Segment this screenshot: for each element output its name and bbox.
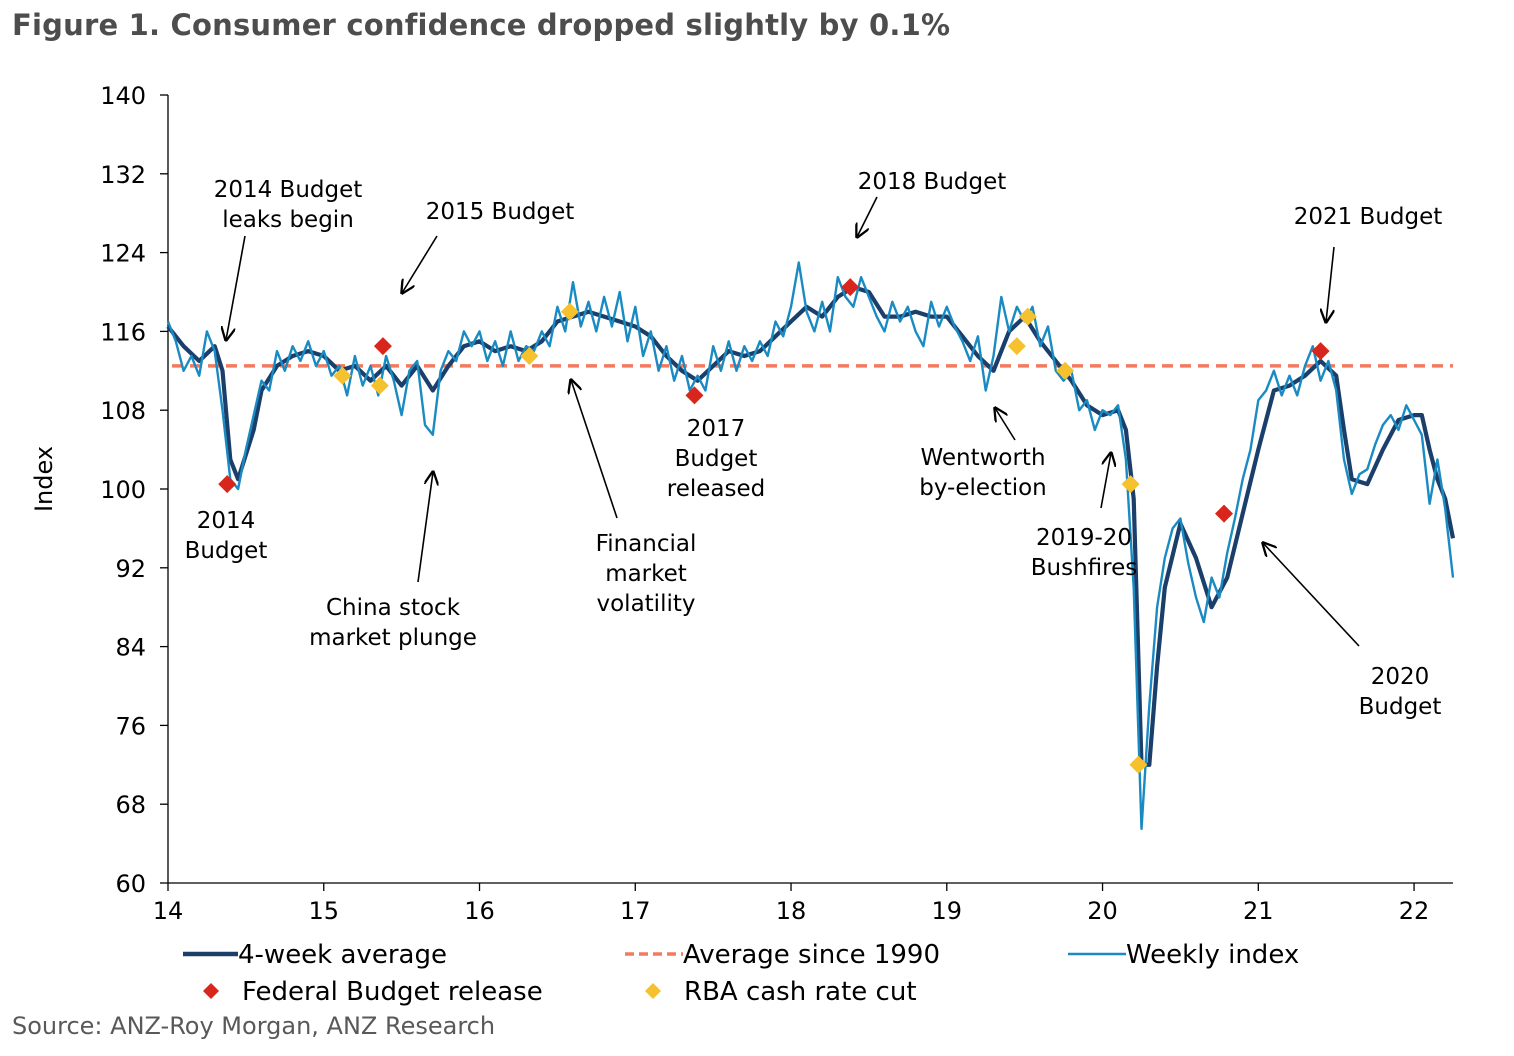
x-tick-label: 16 <box>464 897 495 925</box>
legend-label-budget: Federal Budget release <box>242 977 543 1007</box>
annotation-line: Budget <box>675 446 758 472</box>
budget-release-marker <box>841 278 860 297</box>
x-tick-label: 17 <box>620 897 651 925</box>
four-week-average-line <box>166 285 1456 767</box>
annotation-label: 2017 Budget released <box>667 416 765 502</box>
annotation-line: by-election <box>919 475 1047 501</box>
annotation-arrow <box>226 235 246 340</box>
y-tick-label: 92 <box>115 555 146 583</box>
annotation-label: Financial market volatility <box>596 531 697 617</box>
annotation-line: market <box>605 561 687 587</box>
annotation-arrow <box>1100 453 1111 509</box>
annotation-label: 2014 Budget <box>185 508 268 564</box>
rba-cut-marker <box>520 347 539 366</box>
y-tick-label: 116 <box>100 318 146 346</box>
legend-label-four-week: 4-week average <box>238 940 447 970</box>
legend-label-rba: RBA cash rate cut <box>684 977 917 1007</box>
annotation-label: 2018 Budget <box>858 169 1007 195</box>
annotation-arrow <box>857 196 878 237</box>
annotation-line: 2018 Budget <box>858 169 1007 195</box>
budget-release-marker <box>1311 342 1330 361</box>
annotation-label: China stock market plunge <box>309 595 477 651</box>
rba-cut-marker <box>333 366 352 385</box>
annotation-label: 2015 Budget <box>426 199 575 225</box>
annotation-line: 2015 Budget <box>426 199 575 225</box>
annotation-line: Wentworth <box>920 445 1045 471</box>
y-tick-label: 60 <box>115 870 146 898</box>
x-tick-label: 22 <box>1399 897 1430 925</box>
rba-cut-marker <box>1056 361 1075 380</box>
figure-title: Figure 1. Consumer confidence dropped sl… <box>12 8 951 42</box>
budget-release-marker <box>373 337 392 356</box>
x-tick-label: 21 <box>1243 897 1274 925</box>
budget-release-marker <box>685 386 704 405</box>
legend-label-weekly: Weekly index <box>1126 940 1299 970</box>
rba-cut-marker <box>1129 755 1148 774</box>
legend-swatch-budget <box>203 983 219 999</box>
rba-cut-marker <box>1007 337 1026 356</box>
y-tick-label: 124 <box>100 240 146 268</box>
annotation-label: 2020 Budget <box>1359 664 1442 720</box>
marker-layer <box>218 278 1330 774</box>
source-note: Source: ANZ-Roy Morgan, ANZ Research <box>12 1012 496 1040</box>
annotation-label: 2021 Budget <box>1294 204 1443 230</box>
budget-release-marker <box>218 475 237 494</box>
annotation-line: market plunge <box>309 625 477 651</box>
annotation-line: 2014 <box>197 508 256 534</box>
x-tick-label: 19 <box>932 897 963 925</box>
y-axis-title: Index <box>30 446 58 512</box>
axes: 60 68 76 84 92 100 108 116 124 132 140 14 15 16 17 18 19… <box>30 82 1453 925</box>
annotation-line: 2021 Budget <box>1294 204 1443 230</box>
annotation-line: Budget <box>1359 694 1442 720</box>
annotation-line: Bushfires <box>1031 555 1138 581</box>
annotation-arrow <box>417 472 433 583</box>
x-tick-label: 15 <box>308 897 339 925</box>
annotation-line: 2014 Budget <box>214 177 363 203</box>
legend: 4-week average Average since 1990 Weekly i… <box>183 940 1299 1007</box>
annotation-line: China stock <box>326 595 461 621</box>
rba-cut-marker <box>370 376 389 395</box>
y-tick-label: 76 <box>115 712 146 740</box>
weekly-index-line <box>166 261 1455 830</box>
annotation-label: 2019-20 Bushfires <box>1031 525 1138 581</box>
annotation-arrow <box>1326 246 1335 322</box>
x-tick-label: 14 <box>153 897 184 925</box>
y-tick-label: 108 <box>100 397 146 425</box>
annotation-arrow <box>571 380 618 519</box>
series-layer <box>166 261 1456 830</box>
y-tick-label: 132 <box>100 161 146 189</box>
annotation-line: volatility <box>597 591 696 617</box>
x-tick-label: 20 <box>1087 897 1118 925</box>
annotation-arrow <box>1263 543 1360 647</box>
annotation-arrow <box>995 408 1016 441</box>
y-tick-label: 68 <box>115 791 146 819</box>
budget-release-marker <box>1215 504 1234 523</box>
y-tick-label: 100 <box>100 476 146 504</box>
rba-cut-marker <box>560 302 579 321</box>
legend-label-average: Average since 1990 <box>683 940 940 970</box>
annotation-label: 2014 Budget leaks begin <box>214 177 363 233</box>
annotation-line: 2020 <box>1371 664 1430 690</box>
annotation-line: 2019-20 <box>1036 525 1132 551</box>
annotation-line: 2017 <box>687 416 746 442</box>
legend-swatch-rba <box>645 983 661 999</box>
rba-cut-marker <box>1121 475 1140 494</box>
rba-cut-marker <box>1018 307 1037 326</box>
annotation-label: Wentworth by-election <box>919 445 1047 501</box>
annotation-arrow <box>402 235 438 293</box>
annotation-line: released <box>667 476 765 502</box>
y-tick-label: 84 <box>115 634 146 662</box>
annotation-layer: 2014 Budget leaks begin 2014 Budget 2015 Bud… <box>185 169 1443 720</box>
annotation-line: Financial <box>596 531 697 557</box>
y-tick-label: 140 <box>100 82 146 110</box>
annotation-line: leaks begin <box>222 207 354 233</box>
annotation-line: Budget <box>185 538 268 564</box>
x-tick-label: 18 <box>776 897 807 925</box>
